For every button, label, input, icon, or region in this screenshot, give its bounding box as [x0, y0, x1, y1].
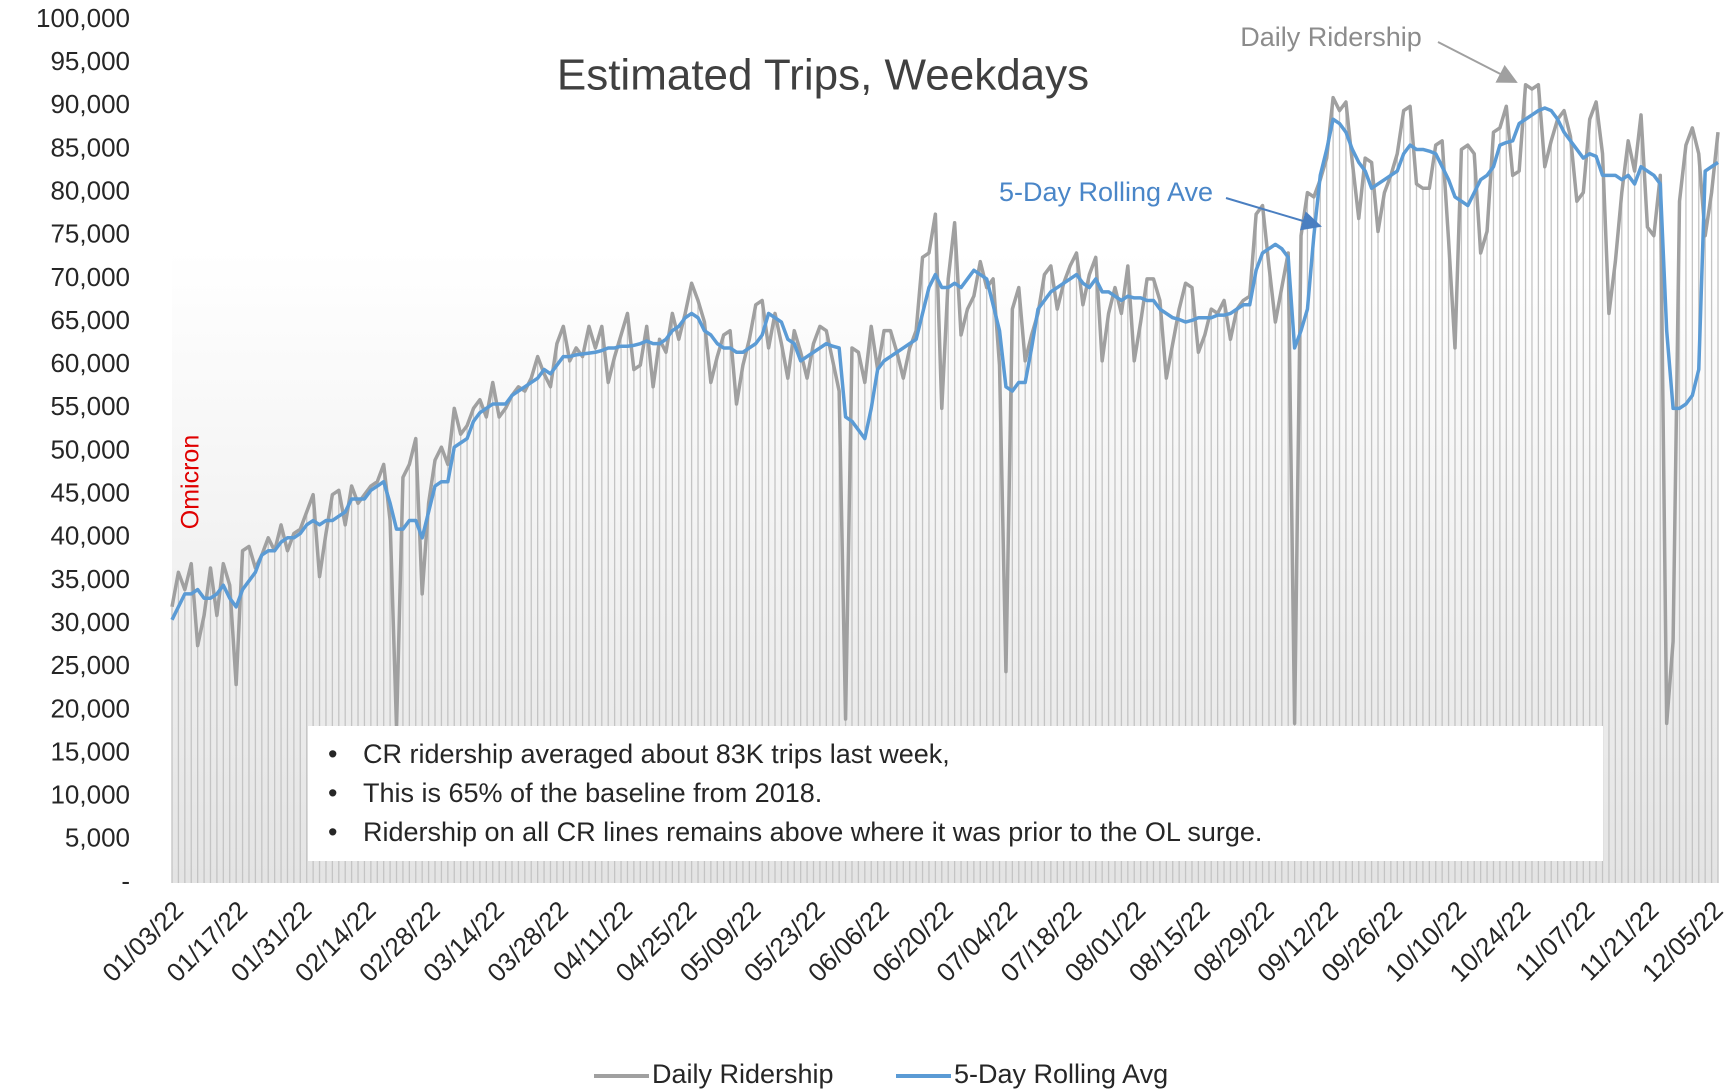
series-line — [170, 106, 1719, 621]
annotation-arrow — [1437, 41, 1518, 83]
y-tick-label: 20,000 — [50, 693, 130, 723]
y-tick-label: 85,000 — [50, 132, 130, 162]
note-box — [308, 726, 1603, 861]
y-tick-label: 80,000 — [50, 175, 130, 205]
y-tick-label: 65,000 — [50, 305, 130, 335]
y-tick-label: 90,000 — [50, 89, 130, 119]
y-tick-label: 5,000 — [65, 823, 130, 853]
y-tick-label: 25,000 — [50, 650, 130, 680]
y-tick-label: 35,000 — [50, 564, 130, 594]
y-tick-label: 70,000 — [50, 262, 130, 292]
y-tick-label: 50,000 — [50, 434, 130, 464]
y-tick-label: 100,000 — [36, 3, 130, 33]
y-tick-label: 15,000 — [50, 736, 130, 766]
note: Ridership on all CR lines remains above … — [363, 817, 1262, 847]
y-tick-label: 10,000 — [50, 780, 130, 810]
chart-title: Estimated Trips, Weekdays — [557, 51, 1089, 100]
y-tick-label: 95,000 — [50, 46, 130, 76]
y-tick-label: - — [121, 866, 130, 896]
bullet: • — [328, 778, 337, 808]
legend-label: 5-Day Rolling Avg — [954, 1059, 1168, 1089]
y-tick-label: 30,000 — [50, 607, 130, 637]
annotation: Omicron — [177, 435, 205, 529]
note: CR ridership averaged about 83K trips la… — [363, 739, 950, 769]
y-tick-label: 60,000 — [50, 348, 130, 378]
series-line — [170, 82, 1720, 730]
note: This is 65% of the baseline from 2018. — [363, 778, 822, 808]
annotation: Daily Ridership — [1240, 22, 1422, 52]
notes: • CR ridership averaged about 83K trips … — [328, 739, 1262, 847]
bullet: • — [328, 739, 337, 769]
annotation-arrow — [1225, 197, 1322, 231]
y-tick-label: 75,000 — [50, 219, 130, 249]
annotation: 5-Day Rolling Ave — [999, 177, 1213, 207]
y-tick-label: 55,000 — [50, 391, 130, 421]
bullet: • — [328, 817, 337, 847]
y-tick-label: 45,000 — [50, 478, 130, 508]
legend-label: Daily Ridership — [652, 1059, 834, 1089]
y-tick-label: 40,000 — [50, 521, 130, 551]
